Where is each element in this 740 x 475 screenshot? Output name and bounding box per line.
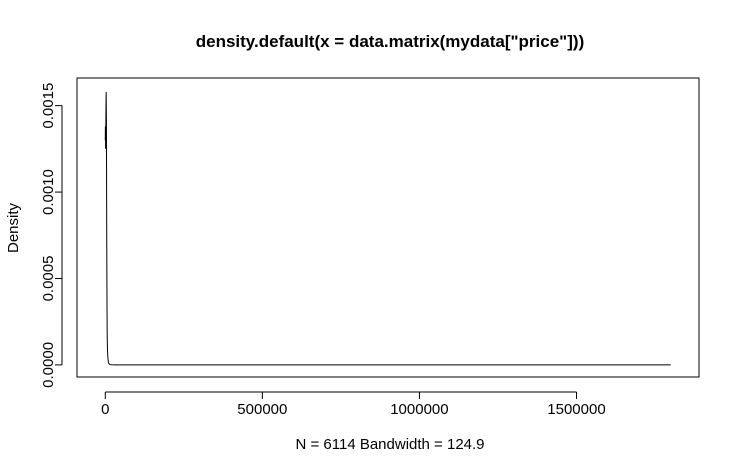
y-tick-label: 0.0000 [40,342,57,388]
y-tick-label: 0.0015 [40,83,57,129]
plot-frame [76,77,700,378]
x-axis-label: N = 6114 Bandwidth = 124.9 [295,436,484,453]
x-tick-label: 1500000 [547,401,605,418]
x-axis: 0 500000 1000000 1500000 [101,391,606,418]
y-axis: 0.0000 0.0005 0.0010 0.0015 [40,83,63,388]
y-tick-label: 0.0010 [40,169,57,215]
x-tick-label: 500000 [237,401,287,418]
density-line [104,91,671,366]
x-tick-label: 0 [101,401,109,418]
x-tick-label: 1000000 [390,401,448,418]
y-tick-label: 0.0005 [40,256,57,302]
chart-title: density.default(x = data.matrix(mydata["… [196,32,584,51]
y-axis-label: Density [5,202,22,253]
